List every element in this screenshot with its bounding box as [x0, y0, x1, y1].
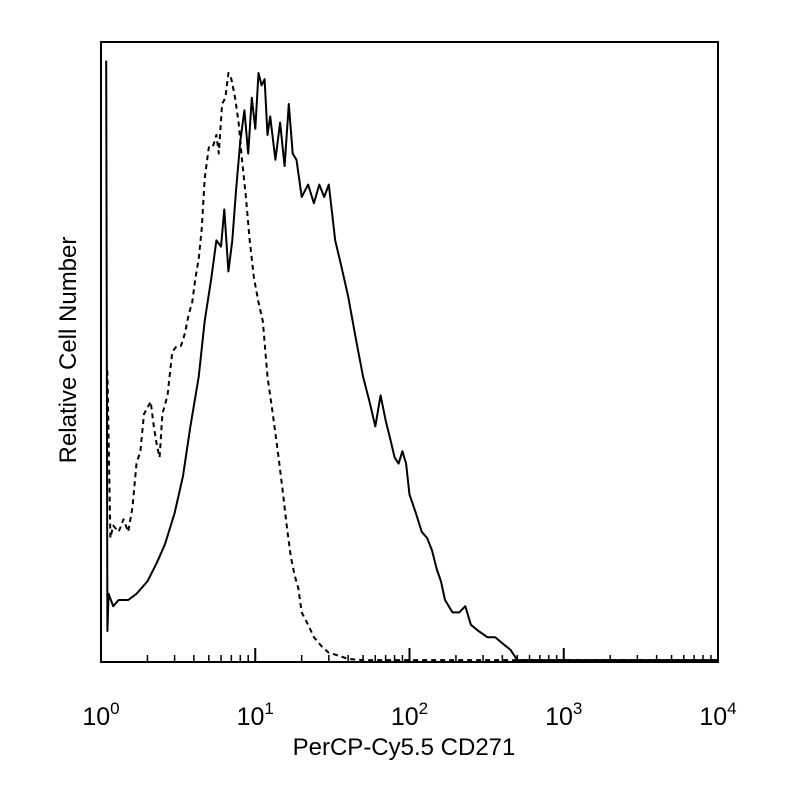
series-line-solid [105, 60, 718, 662]
series-layer [105, 60, 718, 662]
x-tick-labels: 100 101 102 103 104 [82, 699, 736, 731]
x-tick-label: 100 [82, 699, 119, 731]
x-major-ticks [100, 648, 719, 662]
x-tick-label: 104 [699, 699, 736, 731]
x-tick-label: 101 [237, 699, 274, 731]
x-tick-label: 103 [545, 699, 582, 731]
series-line-dashed [106, 72, 718, 662]
y-axis-label: Relative Cell Number [55, 237, 82, 464]
x-axis-label: PerCP-Cy5.5 CD271 [293, 734, 516, 761]
plot-frame [100, 41, 719, 663]
x-tick-label: 102 [391, 699, 428, 731]
